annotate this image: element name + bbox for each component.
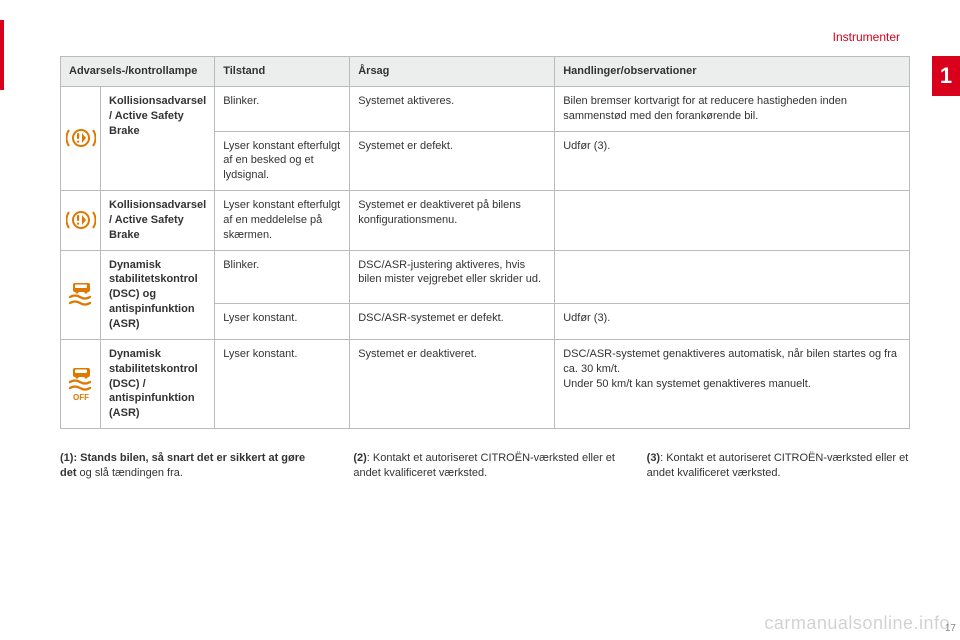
section-label: Instrumenter	[833, 30, 900, 44]
page-number: 17	[945, 623, 956, 634]
brake-warning-icon	[66, 125, 96, 151]
cause-cell: DSC/ASR-systemet er defekt.	[350, 304, 555, 340]
action-cell	[555, 250, 910, 303]
brake-warning-icon	[66, 207, 96, 233]
icon-cell	[61, 250, 101, 339]
footnote-1: (1): Stands bilen, så snart det er sikke…	[60, 451, 323, 481]
svg-text:OFF: OFF	[73, 393, 89, 402]
action-cell: DSC/ASR-systemet genaktiveres automatisk…	[555, 339, 910, 428]
page-content: Advarsels-/kontrollampe Tilstand Årsag H…	[60, 56, 910, 481]
warning-table: Advarsels-/kontrollampe Tilstand Årsag H…	[60, 56, 910, 429]
th-state: Tilstand	[215, 57, 350, 87]
accent-bar	[0, 20, 4, 90]
state-cell: Lyser konstant.	[215, 339, 350, 428]
th-action: Handlinger/observationer	[555, 57, 910, 87]
cause-cell: Systemet aktiveres.	[350, 86, 555, 131]
table-row: Dynamisk stabilitetskontrol (DSC) og ant…	[61, 250, 910, 303]
state-cell: Lyser konstant efterfulgt af en meddelel…	[215, 191, 350, 251]
label-cell: Dynamisk stabilitetskontrol (DSC) / anti…	[101, 339, 215, 428]
chapter-badge: 1	[932, 56, 960, 96]
footnote-2: (2): Kontakt et autoriseret CITROËN-værk…	[353, 451, 616, 481]
state-cell: Lyser konstant.	[215, 304, 350, 340]
cause-cell: DSC/ASR-justering aktiveres, hvis bilen …	[350, 250, 555, 303]
label-cell: Dynamisk stabilitetskontrol (DSC) og ant…	[101, 250, 215, 339]
state-cell: Blinker.	[215, 86, 350, 131]
action-cell: Udfør (3).	[555, 304, 910, 340]
skid-off-icon: OFF	[66, 366, 96, 402]
label-cell: Kollisionsadvarsel / Active Safety Brake	[101, 86, 215, 190]
cause-cell: Systemet er defekt.	[350, 131, 555, 191]
footnotes: (1): Stands bilen, så snart det er sikke…	[60, 451, 910, 481]
skid-icon	[66, 281, 96, 309]
footnote-3-bold: (3)	[647, 452, 660, 464]
icon-cell: OFF	[61, 339, 101, 428]
footnote-3-rest: : Kontakt et autoriseret CITROËN-værkste…	[647, 452, 909, 479]
footnote-2-rest: : Kontakt et autoriseret CITROËN-værkste…	[353, 452, 615, 479]
icon-cell	[61, 191, 101, 251]
table-row: Kollisionsadvarsel / Active Safety Brake…	[61, 86, 910, 131]
action-cell: Udfør (3).	[555, 131, 910, 191]
label-cell: Kollisionsadvarsel / Active Safety Brake	[101, 191, 215, 251]
table-row: Kollisionsadvarsel / Active Safety Brake…	[61, 191, 910, 251]
th-warning: Advarsels-/kontrollampe	[61, 57, 215, 87]
footnote-3: (3): Kontakt et autoriseret CITROËN-værk…	[647, 451, 910, 481]
cause-cell: Systemet er deaktiveret.	[350, 339, 555, 428]
footnote-2-bold: (2)	[353, 452, 366, 464]
state-cell: Lyser konstant efterfulgt af en besked o…	[215, 131, 350, 191]
icon-cell	[61, 86, 101, 190]
watermark: carmanualsonline.info	[764, 613, 950, 634]
footnote-1-rest: og slå tændingen fra.	[77, 467, 183, 479]
table-row: OFF Dynamisk stabilitetskontrol (DSC) / …	[61, 339, 910, 428]
state-cell: Blinker.	[215, 250, 350, 303]
cause-cell: Systemet er deaktiveret på bilens konfig…	[350, 191, 555, 251]
action-cell	[555, 191, 910, 251]
th-cause: Årsag	[350, 57, 555, 87]
action-cell: Bilen bremser kortvarigt for at reducere…	[555, 86, 910, 131]
